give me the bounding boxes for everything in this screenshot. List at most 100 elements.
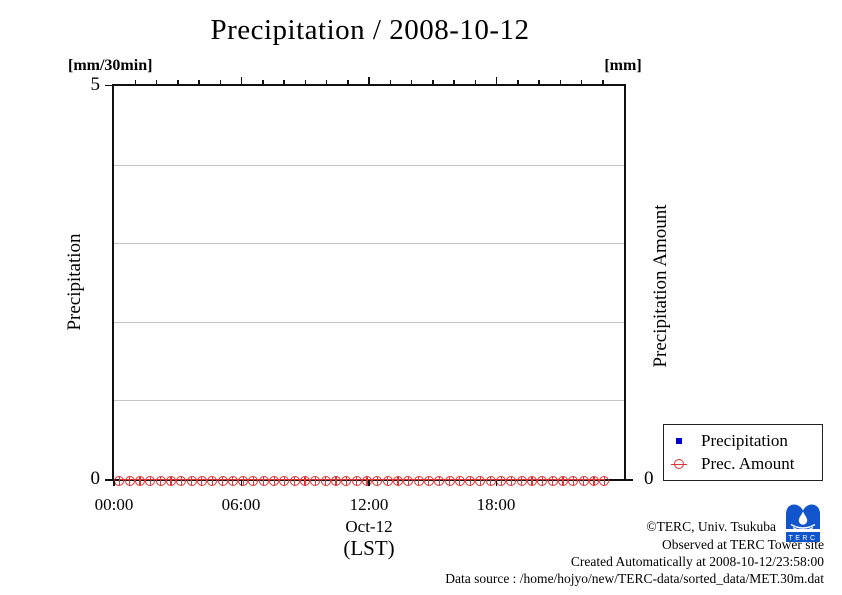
top-axis-tick bbox=[134, 80, 136, 84]
right-axis-title: Precipitation Amount bbox=[650, 204, 671, 368]
data-point bbox=[547, 475, 558, 486]
gridline-y2 bbox=[114, 321, 624, 323]
top-axis-tick bbox=[559, 80, 561, 84]
data-point bbox=[361, 475, 372, 486]
data-point bbox=[196, 475, 207, 486]
left-axis-tick-5: 5 bbox=[90, 74, 101, 95]
bottom-axis-tick bbox=[495, 481, 498, 486]
top-axis-tick bbox=[602, 80, 604, 84]
data-point bbox=[434, 475, 445, 486]
legend-box: Precipitation Prec. Amount bbox=[663, 424, 823, 481]
data-point bbox=[465, 475, 476, 486]
top-axis-tick bbox=[304, 80, 306, 84]
data-point bbox=[403, 475, 414, 486]
top-axis-tick bbox=[240, 77, 243, 84]
data-point bbox=[537, 475, 548, 486]
data-point bbox=[227, 475, 238, 486]
data-point bbox=[176, 475, 187, 486]
terc-logo-text: TERC bbox=[788, 535, 817, 542]
top-axis-tick bbox=[453, 80, 455, 84]
plot-area bbox=[105, 77, 633, 486]
data-point bbox=[269, 475, 280, 486]
top-axis-tick bbox=[283, 80, 285, 84]
data-point bbox=[413, 475, 424, 486]
x-tick-1800: 18:00 bbox=[476, 495, 516, 514]
data-point bbox=[289, 475, 300, 486]
top-axis-tick bbox=[177, 80, 179, 84]
data-point bbox=[444, 475, 455, 486]
legend-item-precipitation: Precipitation bbox=[664, 431, 822, 451]
data-source-text: Data source : /home/hojyo/new/TERC-data/… bbox=[445, 571, 824, 586]
top-axis-tick bbox=[495, 77, 498, 84]
top-axis-tick bbox=[325, 80, 328, 84]
data-point bbox=[114, 475, 125, 486]
right-axis-unit: [mm] bbox=[604, 57, 642, 74]
data-point bbox=[392, 475, 403, 486]
data-series-prec-amount bbox=[114, 86, 624, 486]
x-axis-timezone-label: (LST) bbox=[343, 536, 395, 560]
data-point bbox=[341, 475, 352, 486]
data-point bbox=[506, 475, 517, 486]
top-axis-tick bbox=[198, 80, 200, 84]
data-point bbox=[485, 475, 496, 486]
right-axis-tick bbox=[626, 479, 633, 481]
red-open-circle-marker-icon bbox=[671, 459, 695, 470]
data-point bbox=[331, 475, 341, 486]
x-tick-0600: 06:00 bbox=[221, 495, 261, 514]
data-point bbox=[578, 475, 589, 486]
data-point bbox=[207, 475, 218, 486]
created-timestamp-text: Created Automatically at 2008-10-12/23:5… bbox=[570, 554, 824, 569]
legend-label: Precipitation bbox=[701, 430, 788, 450]
chart-title: Precipitation / 2008-10-12 bbox=[210, 14, 530, 46]
top-axis-tick bbox=[389, 80, 391, 84]
data-point bbox=[496, 475, 507, 486]
left-axis-tick-0: 0 bbox=[90, 468, 101, 489]
legend-item-prec-amount: Prec. Amount bbox=[664, 454, 822, 474]
data-point bbox=[145, 475, 156, 486]
top-axis-tick bbox=[517, 80, 519, 84]
data-point bbox=[423, 475, 434, 486]
legend-label: Prec. Amount bbox=[701, 454, 795, 474]
data-point bbox=[558, 475, 569, 486]
data-point bbox=[454, 475, 465, 486]
data-point bbox=[382, 475, 393, 486]
data-point bbox=[124, 475, 135, 486]
data-point bbox=[238, 475, 249, 486]
top-axis-tick bbox=[368, 77, 370, 84]
left-axis-title: Precipitation bbox=[64, 233, 85, 331]
bottom-axis-tick bbox=[240, 481, 243, 486]
data-point bbox=[351, 475, 362, 486]
gridline-y1 bbox=[114, 400, 624, 402]
top-axis-tick bbox=[474, 80, 476, 84]
data-point bbox=[568, 475, 579, 486]
top-axis-tick bbox=[538, 80, 540, 84]
left-axis-tick bbox=[105, 84, 112, 86]
data-point bbox=[475, 475, 486, 486]
gridline-y4 bbox=[114, 164, 624, 166]
bottom-axis-tick bbox=[368, 481, 370, 486]
blue-square-marker-icon bbox=[673, 437, 695, 444]
data-point bbox=[320, 475, 331, 486]
data-point bbox=[279, 475, 290, 486]
x-axis-date-label: Oct-12 bbox=[345, 517, 393, 536]
top-axis-tick bbox=[347, 80, 349, 84]
terc-logo: TERC bbox=[786, 504, 820, 542]
top-axis-tick bbox=[262, 80, 264, 84]
bottom-axis-tick bbox=[113, 481, 115, 486]
top-axis-tick bbox=[155, 80, 158, 84]
data-point bbox=[599, 475, 610, 486]
x-tick-1200: 12:00 bbox=[349, 495, 389, 514]
data-point bbox=[155, 475, 166, 486]
top-axis-tick bbox=[410, 80, 413, 84]
data-point bbox=[258, 475, 269, 486]
gridline-y3 bbox=[114, 243, 624, 245]
series-line bbox=[119, 478, 604, 481]
data-point bbox=[248, 475, 259, 486]
observed-site-text: Observed at TERC Tower site bbox=[661, 537, 824, 552]
x-tick-0000: 00:00 bbox=[94, 495, 134, 514]
data-point bbox=[186, 475, 197, 486]
data-point bbox=[372, 475, 383, 486]
top-axis-tick bbox=[219, 80, 221, 84]
right-axis-tick-0: 0 bbox=[644, 468, 654, 489]
left-axis-unit: [mm/30min] bbox=[68, 57, 153, 74]
